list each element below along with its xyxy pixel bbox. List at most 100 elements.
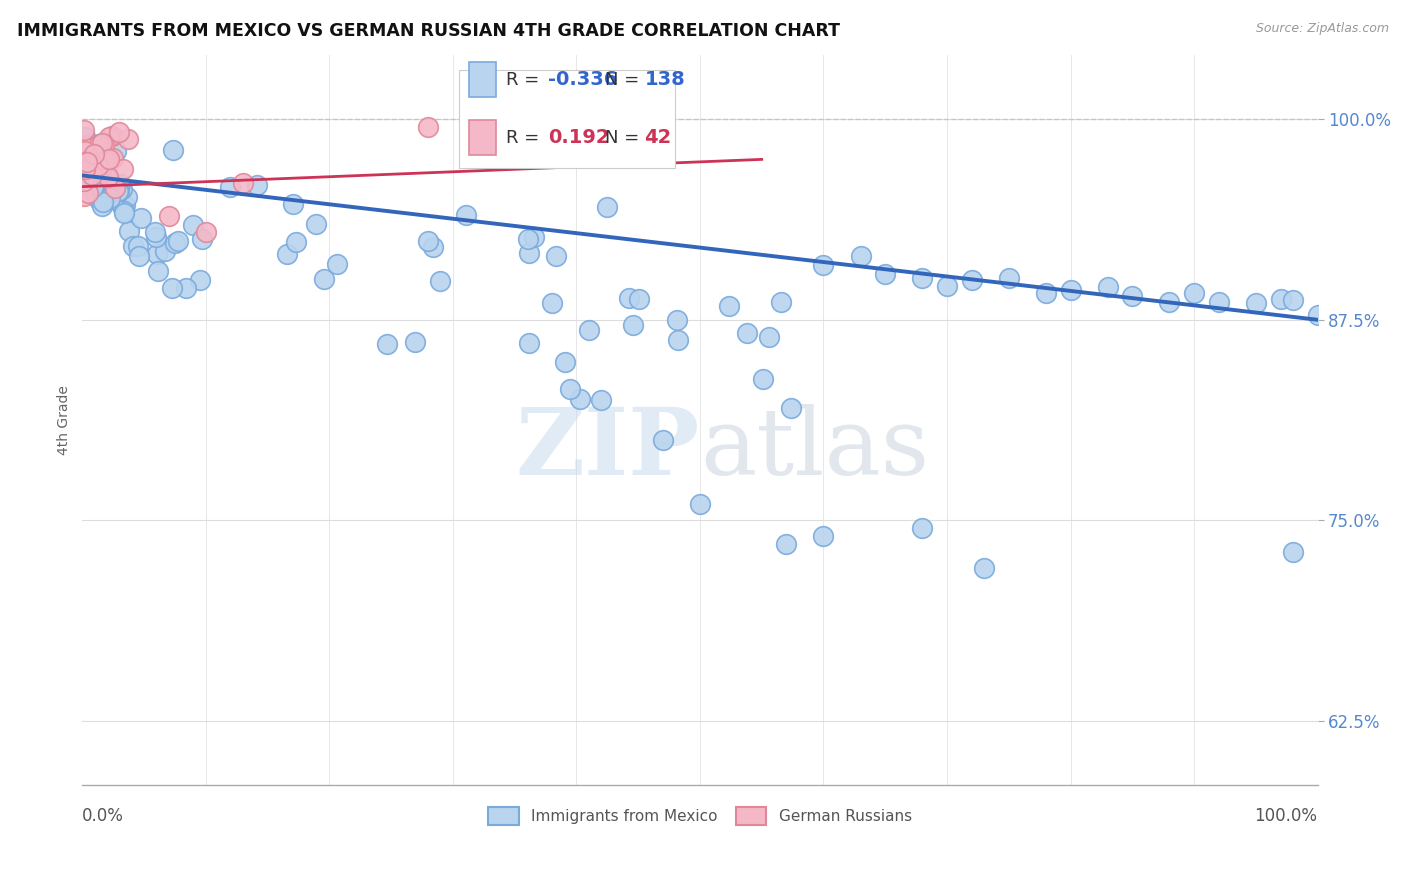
Point <box>117 132 139 146</box>
Point <box>232 177 254 191</box>
Point <box>849 249 872 263</box>
Point <box>82 160 104 174</box>
FancyBboxPatch shape <box>470 62 496 97</box>
Point <box>96 165 118 179</box>
Point <box>80 156 103 170</box>
Point <box>72 145 94 159</box>
Point <box>145 229 167 244</box>
Point <box>96 149 118 163</box>
Point <box>97 169 120 184</box>
Point <box>121 239 143 253</box>
Point <box>72 174 94 188</box>
Point <box>218 180 240 194</box>
Point <box>875 267 897 281</box>
Point <box>91 199 114 213</box>
Text: 0.192: 0.192 <box>548 128 609 147</box>
Point <box>578 323 600 337</box>
Point <box>167 234 190 248</box>
Point <box>76 158 98 172</box>
Point <box>422 240 444 254</box>
Point <box>93 161 115 175</box>
Point <box>153 244 176 258</box>
Point <box>188 273 211 287</box>
Point <box>108 184 131 198</box>
Point <box>87 193 110 207</box>
Point <box>84 175 107 189</box>
Point <box>174 280 197 294</box>
Point <box>89 142 111 156</box>
Point <box>79 157 101 171</box>
Point <box>91 183 114 197</box>
Point <box>595 200 617 214</box>
Point <box>73 161 96 175</box>
Point <box>82 156 104 170</box>
Point <box>87 164 110 178</box>
Point <box>87 138 110 153</box>
Point <box>94 193 117 207</box>
Point <box>86 161 108 176</box>
Text: R =: R = <box>506 71 540 89</box>
Point <box>281 197 304 211</box>
Point <box>960 273 983 287</box>
Point <box>73 145 96 159</box>
Point <box>73 153 96 167</box>
Point <box>83 176 105 190</box>
Point <box>190 232 212 246</box>
Point <box>375 336 398 351</box>
Point <box>82 179 104 194</box>
Point <box>752 371 775 385</box>
Point <box>276 247 298 261</box>
Point <box>163 235 186 250</box>
Point <box>104 180 127 194</box>
Point <box>91 166 114 180</box>
Point <box>111 199 134 213</box>
Point <box>86 160 108 174</box>
Point <box>82 153 104 167</box>
Point <box>194 225 217 239</box>
Point <box>111 161 134 176</box>
Text: 0.0%: 0.0% <box>83 806 124 825</box>
Point <box>83 178 105 192</box>
Point <box>83 147 105 161</box>
Point <box>76 155 98 169</box>
Point <box>1282 545 1305 559</box>
Point <box>1282 293 1305 308</box>
Point <box>90 156 112 170</box>
Point <box>418 235 440 249</box>
Point <box>157 209 180 223</box>
Point <box>516 232 538 246</box>
Point <box>160 281 183 295</box>
Point <box>1097 280 1119 294</box>
Point <box>770 294 793 309</box>
Point <box>146 263 169 277</box>
Point <box>1182 285 1205 300</box>
Point <box>76 161 98 175</box>
Point <box>76 150 98 164</box>
Point <box>114 198 136 212</box>
Point <box>87 159 110 173</box>
Text: Source: ZipAtlas.com: Source: ZipAtlas.com <box>1256 22 1389 36</box>
Point <box>569 392 592 406</box>
Point <box>89 182 111 196</box>
Point <box>628 292 651 306</box>
Point <box>87 157 110 171</box>
Legend: Immigrants from Mexico, German Russians: Immigrants from Mexico, German Russians <box>488 807 911 825</box>
Point <box>75 161 97 176</box>
Point <box>1035 285 1057 300</box>
Point <box>90 162 112 177</box>
Point <box>72 140 94 154</box>
Point <box>103 192 125 206</box>
Point <box>79 150 101 164</box>
Point <box>104 192 127 206</box>
Point <box>517 335 540 350</box>
Point <box>73 137 96 152</box>
Point <box>1306 308 1329 322</box>
Point <box>1208 295 1230 310</box>
Text: IMMIGRANTS FROM MEXICO VS GERMAN RUSSIAN 4TH GRADE CORRELATION CHART: IMMIGRANTS FROM MEXICO VS GERMAN RUSSIAN… <box>17 22 839 40</box>
Text: 138: 138 <box>644 70 685 89</box>
Text: N =: N = <box>605 128 640 146</box>
Point <box>73 189 96 203</box>
Point <box>591 392 613 407</box>
Point <box>90 161 112 175</box>
Point <box>83 171 105 186</box>
